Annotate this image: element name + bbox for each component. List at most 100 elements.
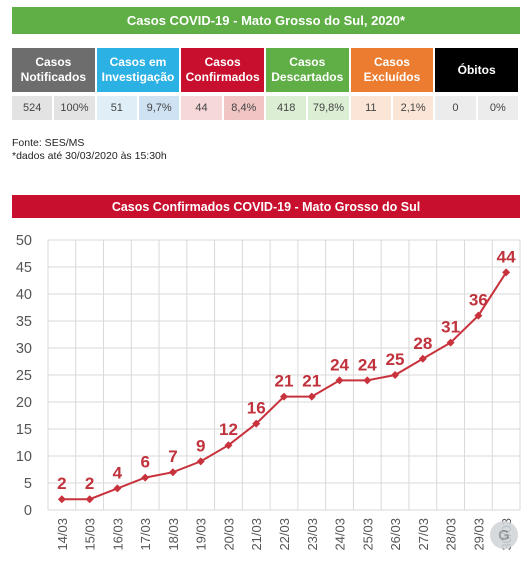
data-point — [446, 338, 455, 347]
x-tick-label: 23/03 — [305, 518, 320, 551]
summary-header: Casos Notificados — [12, 48, 95, 92]
y-tick-label: 5 — [24, 476, 32, 492]
summary-percent: 9,7% — [138, 96, 180, 120]
y-tick-label: 20 — [16, 395, 32, 411]
summary-header-line: Casos em — [109, 55, 167, 69]
summary-header-line: Investigação — [101, 70, 175, 84]
summary-count: 44 — [181, 96, 222, 120]
source-line: Fonte: SES/MS — [12, 137, 85, 149]
data-point — [280, 392, 288, 401]
summary-header-line: Óbitos — [457, 62, 496, 77]
summary-header-line: Excluídos — [363, 70, 421, 84]
x-tick-label: 28/03 — [444, 518, 459, 551]
x-tick-label: 25/03 — [360, 518, 375, 551]
x-tick-label: 18/03 — [166, 518, 181, 551]
summary-table: Casos Notificados Casos em Investigação Caso… — [12, 48, 520, 120]
summary-header-line: Casos — [204, 55, 241, 69]
data-label: 16 — [247, 399, 266, 418]
data-label: 9 — [196, 436, 205, 455]
summary-header-line: Confirmados — [185, 70, 260, 84]
line-chart: 0 5 10 15 20 25 30 35 40 45 50 14/03 15/03 16/03 17/03… — [16, 233, 521, 551]
y-tick-label: 35 — [16, 314, 32, 330]
summary-header: Óbitos — [435, 48, 518, 92]
x-tick-label: 19/03 — [194, 518, 209, 551]
data-label: 44 — [497, 247, 516, 266]
summary-header: Casos em Investigação — [96, 48, 180, 92]
summary-percent: 100% — [54, 96, 95, 120]
data-point — [474, 311, 483, 320]
x-tick-label: 15/03 — [83, 518, 98, 551]
data-point — [391, 371, 400, 379]
data-label: 7 — [168, 447, 177, 466]
data-point — [252, 419, 261, 428]
x-tick-label: 26/03 — [388, 518, 403, 551]
data-point — [85, 495, 94, 504]
data-label: 2 — [57, 474, 66, 493]
x-tick-label: 21/03 — [249, 518, 264, 551]
summary-header-line: Casos — [289, 55, 326, 69]
summary-header-line: Notificados — [20, 70, 86, 84]
data-point — [307, 392, 316, 401]
data-point — [113, 484, 122, 493]
data-label: 31 — [441, 318, 460, 337]
y-tick-label: 0 — [24, 503, 32, 519]
summary-values: 0 0% — [435, 96, 518, 120]
data-label: 6 — [140, 453, 149, 472]
data-point — [57, 495, 66, 504]
summary-count: 524 — [12, 96, 53, 120]
data-point — [196, 457, 205, 466]
summary-percent: 2,1% — [392, 96, 434, 120]
data-label: 25 — [386, 350, 405, 369]
data-label: 24 — [358, 355, 377, 374]
y-tick-label: 40 — [16, 287, 32, 303]
summary-percent: 0% — [477, 96, 518, 120]
x-tick-label: 27/03 — [416, 518, 431, 551]
data-point — [141, 473, 150, 482]
summary-percent: 8,4% — [223, 96, 264, 120]
data-label: 4 — [113, 463, 123, 482]
data-label: 12 — [219, 420, 238, 439]
data-point — [418, 354, 427, 363]
data-label: 36 — [469, 291, 488, 310]
x-tick-label: 22/03 — [277, 518, 292, 551]
y-tick-label: 30 — [16, 341, 32, 357]
y-tick-label: 15 — [16, 422, 32, 438]
y-tick-label: 10 — [16, 449, 32, 465]
data-label: 21 — [275, 372, 294, 391]
watermark-logo: G — [490, 521, 518, 549]
summary-header-line: Casos — [35, 55, 72, 69]
x-tick-label: 20/03 — [221, 518, 236, 551]
data-point — [335, 376, 344, 385]
summary-values: 524 100% — [12, 96, 95, 120]
y-tick-label: 50 — [16, 233, 32, 249]
chart-title: Casos Confirmados COVID-19 - Mato Grosso… — [12, 195, 520, 218]
summary-count: 11 — [350, 96, 391, 120]
summary-header-line: Casos — [373, 55, 410, 69]
date-note: *dados até 30/03/2020 às 15:30h — [12, 150, 167, 162]
x-tick-label: 17/03 — [138, 518, 153, 551]
y-tick-label: 25 — [16, 368, 32, 384]
summary-header-line: Descartados — [271, 70, 344, 84]
summary-header: Casos Confirmados — [181, 48, 264, 92]
source-note: Fonte: SES/MS *dados até 30/03/2020 às 1… — [12, 137, 167, 163]
data-label: 28 — [413, 334, 432, 353]
summary-header: Casos Descartados — [265, 48, 349, 92]
summary-values: 11 2,1% — [350, 96, 434, 120]
data-point — [502, 268, 511, 277]
summary-values: 418 79,8% — [265, 96, 349, 120]
x-tick-label: 29/03 — [471, 518, 486, 551]
data-label: 21 — [302, 372, 321, 391]
x-tick-label: 24/03 — [333, 518, 348, 551]
x-tick-label: 16/03 — [110, 518, 125, 551]
summary-count: 0 — [435, 96, 476, 120]
data-point — [224, 441, 233, 450]
summary-count: 418 — [265, 96, 307, 120]
summary-values: 44 8,4% — [181, 96, 264, 120]
summary-header: Casos Excluídos — [350, 48, 434, 92]
data-point — [363, 376, 372, 385]
summary-values: 51 9,7% — [96, 96, 180, 120]
summary-count: 51 — [96, 96, 137, 120]
y-tick-label: 45 — [16, 260, 32, 276]
summary-percent: 79,8% — [308, 96, 349, 120]
data-label: 2 — [85, 474, 94, 493]
